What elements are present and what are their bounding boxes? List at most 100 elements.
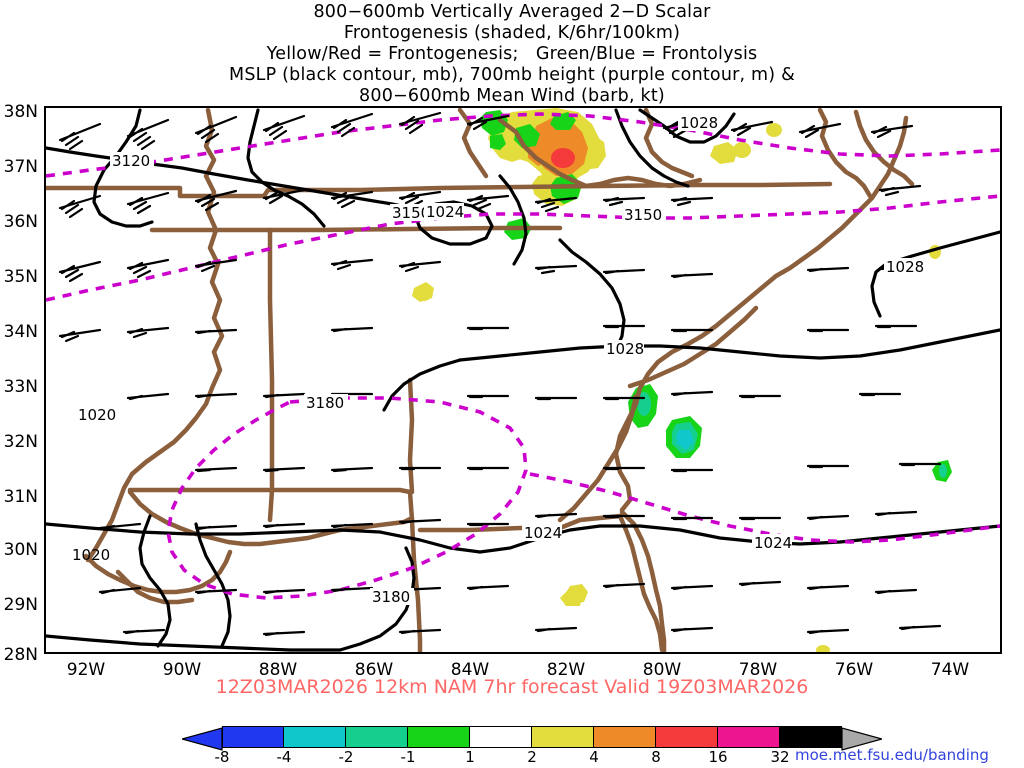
axis-label-lon-86w: 86W [354, 660, 394, 680]
wind-barb-group-row3 [58, 258, 922, 283]
shading-yellow-patch-sc [816, 645, 830, 652]
colorbar-cell-teal [346, 726, 408, 748]
colorbar-tick--1: -1 [400, 748, 416, 766]
border-ga-al [407, 377, 415, 495]
colorbar-cell-yellow [532, 726, 594, 748]
colorbar-cell-cyan [284, 726, 346, 748]
contour-label-3150-west: 3150 [390, 204, 434, 222]
contour-label-1020-west: 1020 [76, 406, 116, 424]
contour-label-1024-south-east: 1024 [752, 534, 792, 552]
axis-label-lat-38n: 38N [3, 102, 38, 122]
axis-label-lon-92w: 92W [66, 660, 106, 680]
mslp-contour-1024-closed [414, 200, 494, 246]
title-line-2: Frontogenesis (shaded, K/6hr/100km) [343, 23, 681, 43]
contour-label-1020-west-text: 1020 [78, 406, 116, 424]
axis-label-lat-29n: 29N [3, 595, 38, 615]
frontogenesis-shading-layer [412, 108, 952, 652]
colorbar-cell-black [780, 726, 842, 748]
wind-barb-group-row8 [98, 580, 918, 595]
mslp-contour-bottom-left [46, 634, 342, 652]
contour-label-1024-south-west: 1024 [522, 524, 562, 542]
contour-label-3180-south: 3180 [370, 588, 414, 606]
wind-barb-group-row9 [122, 624, 942, 637]
shading-yellow-patch-nc-b [710, 142, 738, 164]
border-nc-va [497, 117, 703, 189]
colorbar-cell-magenta [718, 726, 780, 748]
contour-label-1028-mid-text: 1028 [606, 340, 644, 358]
border-tn-north [46, 181, 833, 199]
colorbar-cell-red [656, 726, 718, 748]
mslp-contours-layer [46, 108, 1000, 652]
colorbar-tick-8: 8 [651, 748, 661, 766]
contour-label-1028-east-text: 1028 [886, 258, 924, 276]
axis-label-lon-84w: 84W [450, 660, 490, 680]
mslp-contour-kytn [246, 108, 326, 228]
contour-label-3150-west-text: 3150 [392, 204, 430, 222]
contour-label-1024-sw-text: 1024 [524, 524, 562, 542]
contour-labels-layer: 3120 3150 3150 3180 3180 [72, 114, 924, 606]
coastline-la-delta [83, 549, 233, 595]
axis-label-lat-31n: 31N [3, 487, 38, 507]
border-nc-sc [627, 305, 759, 389]
height-contour-3180-closed [166, 396, 528, 600]
contour-label-3120: 3120 [110, 152, 154, 170]
contour-label-3150-east: 3150 [622, 206, 666, 224]
colorbar-tick-32: 32 [770, 748, 790, 766]
shading-yellow-patch-ms [417, 289, 431, 301]
axis-label-lat-28n: 28N [3, 645, 38, 665]
axis-label-lon-76w: 76W [834, 660, 874, 680]
wind-barb-group-row1 [58, 111, 914, 151]
title-line-5: 800−600mb Mean Wind (barb, kt) [359, 86, 665, 106]
wind-barb-group-row6 [194, 462, 942, 473]
contour-label-3120-text: 3120 [112, 152, 150, 170]
axis-label-lat-32n: 32N [3, 432, 38, 452]
border-ky-va-wv [457, 108, 489, 179]
contour-label-1024-north-text: 1024 [426, 203, 464, 221]
axis-label-lat-33n: 33N [3, 377, 38, 397]
coastline-la-detail [115, 569, 195, 605]
title-line-4: MSLP (black contour, mb), 700mb height (… [229, 65, 795, 85]
border-al-fl-panhandle [127, 487, 413, 495]
shading-teal-coast-sc [939, 464, 947, 478]
axis-label-lon-82w: 82W [546, 660, 586, 680]
mslp-contour-sc-branch [558, 238, 626, 352]
mslp-contour-1028-upper [638, 108, 736, 144]
axis-label-lon-78w: 78W [738, 660, 778, 680]
coastline-fl-east [619, 509, 667, 652]
contour-label-1028-mid: 1028 [604, 340, 644, 358]
border-al-ms [267, 227, 275, 523]
site-watermark: moe.met.fsu.edu/banding [795, 746, 989, 764]
state-boundaries-layer [46, 108, 915, 652]
axis-label-lon-80w: 80W [642, 660, 682, 680]
contour-label-1028-north: 1028 [678, 114, 718, 132]
axis-label-lon-74w: 74W [930, 660, 970, 680]
forecast-caption: 12Z03MAR2026 12km NAM 7hr forecast Valid… [215, 676, 809, 698]
contour-label-3180-south-text: 3180 [372, 588, 410, 606]
contour-label-1024-north: 1024 [424, 203, 464, 221]
shading-yellow-patch-fl-a [560, 589, 582, 606]
height-contour-3180-east [529, 472, 1000, 544]
colorbar-arrow-left [182, 727, 223, 751]
colorbar-arrow-right [841, 727, 882, 751]
shading-red-max [551, 148, 575, 168]
shading-yellow-patch-nc-a [766, 123, 782, 137]
shading-green-va-b [490, 134, 506, 150]
colorbar-cell-green [408, 726, 470, 748]
colorbar-tick-1: 1 [465, 748, 475, 766]
chart-title-block: 800−600mb Vertically Averaged 2−D Scalar… [0, 2, 1024, 107]
mslp-contour-1020-north [92, 108, 154, 228]
colorbar-tick--8: -8 [214, 748, 230, 766]
axis-label-lon-90w: 90W [162, 660, 202, 680]
wind-barb-group-row4 [58, 324, 918, 343]
contour-label-3180-west: 3180 [304, 394, 348, 412]
mslp-contour-va-branch [498, 174, 528, 266]
contour-label-3180-west-text: 3180 [306, 394, 344, 412]
axis-label-lon-88w: 88W [258, 660, 298, 680]
border-mississippi-river [85, 108, 225, 563]
colorbar-tick-4: 4 [589, 748, 599, 766]
wind-barb-group-row5 [126, 390, 902, 401]
border-sc-ga [557, 393, 639, 523]
title-line-1: 800−600mb Vertically Averaged 2−D Scalar [313, 2, 711, 22]
